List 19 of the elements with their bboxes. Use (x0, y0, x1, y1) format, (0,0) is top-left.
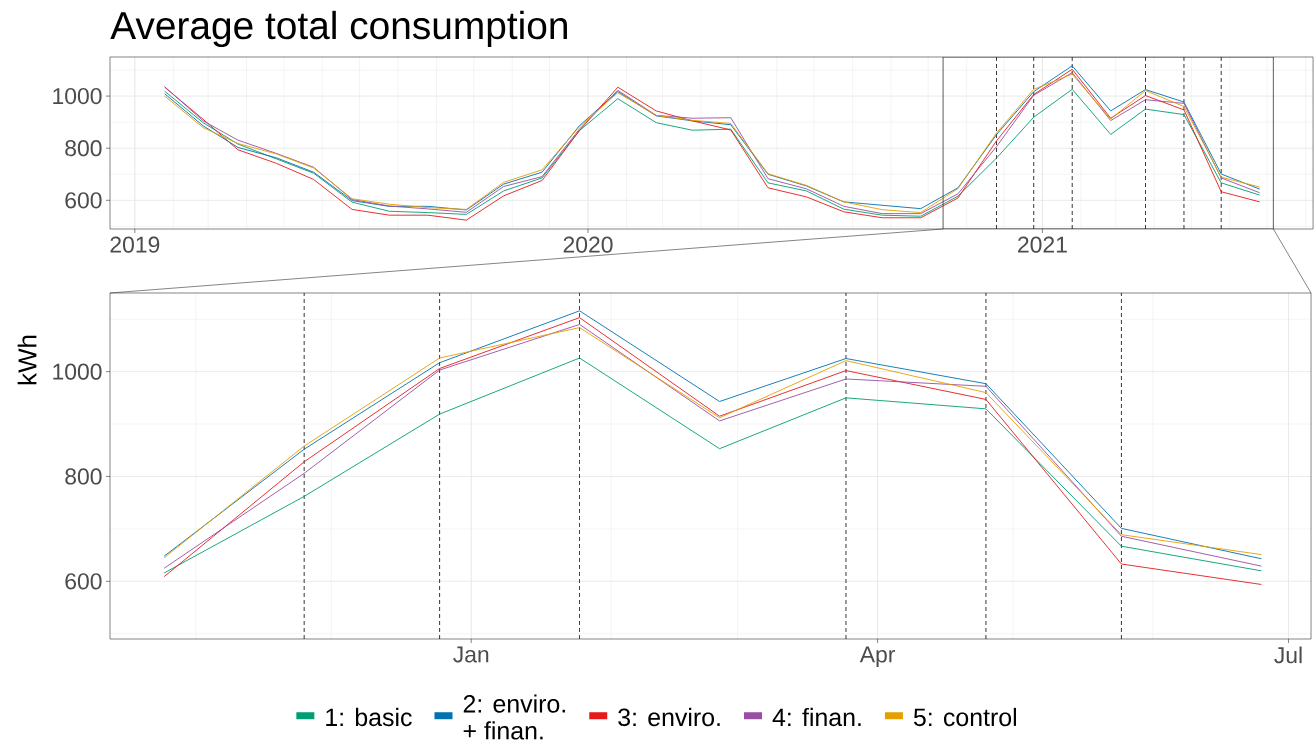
y-tick-label: 600 (65, 192, 102, 209)
legend-label: 2: enviro. + finan. (463, 694, 565, 740)
legend-label: 1: basic (326, 707, 412, 727)
y-tick-label: 800 (65, 140, 102, 157)
y-tick-label: 1000 (53, 363, 102, 380)
x-tick-label: 2021 (1018, 236, 1067, 253)
chart-title: Average total consumption (110, 10, 567, 48)
x-tick-label: Jan (453, 646, 489, 663)
y-tick-label: 800 (65, 468, 102, 485)
x-tick-label: 2020 (563, 236, 613, 253)
x-tick-label: 2019 (110, 236, 160, 253)
legend-label: 5: control (913, 707, 1017, 727)
y-tick-label: 1000 (53, 87, 102, 105)
y-tick-label: 600 (65, 573, 102, 590)
legend-label: 4: finan. (772, 707, 861, 727)
legend-label: 3: enviro. (618, 707, 720, 727)
x-tick-label: Apr (859, 646, 896, 668)
y-axis-title: kWh (17, 335, 37, 385)
x-tick-label: Jul (1274, 646, 1302, 664)
